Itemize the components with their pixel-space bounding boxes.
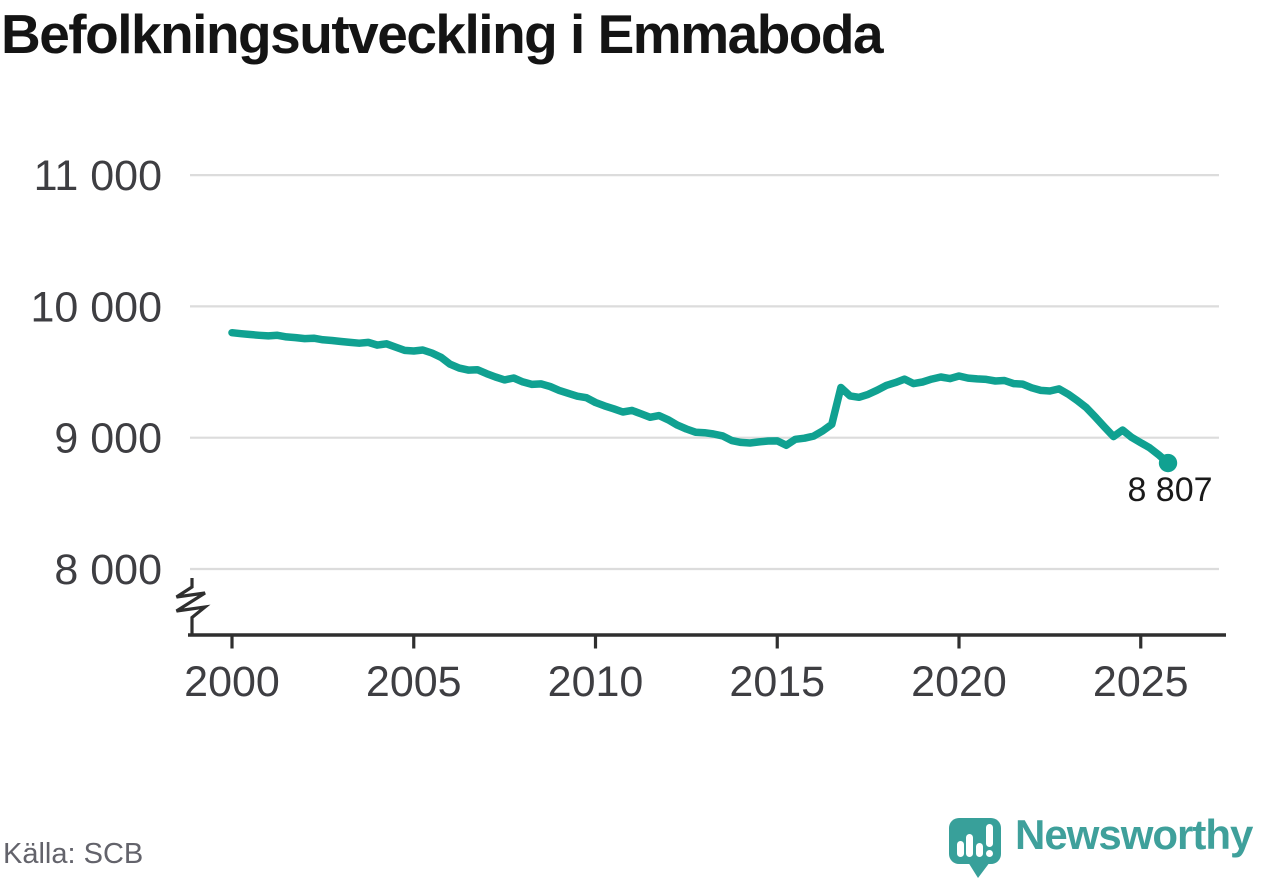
logo-exclamation-dot bbox=[986, 850, 993, 857]
chart-title: Befolkningsutveckling i Emmaboda bbox=[1, 3, 884, 65]
source-label: Källa: SCB bbox=[3, 838, 144, 870]
logo-bar-short bbox=[957, 841, 964, 857]
y-tick-label: 9 000 bbox=[54, 415, 162, 463]
y-tick-label: 10 000 bbox=[30, 283, 162, 331]
y-tick-label: 11 000 bbox=[34, 152, 162, 200]
latest-value-label: 8 807 bbox=[1127, 471, 1212, 509]
axis-break-icon bbox=[175, 578, 211, 634]
logo-bar-medium bbox=[976, 843, 983, 857]
logo-bar-tall bbox=[966, 834, 973, 857]
y-tick-label: 8 000 bbox=[54, 546, 162, 594]
x-tick-label: 2015 bbox=[729, 658, 825, 706]
latest-point-dot bbox=[1158, 453, 1178, 473]
x-tick-label: 2005 bbox=[366, 658, 462, 706]
x-tick-label: 2020 bbox=[911, 658, 1007, 706]
newsworthy-wordmark: Newsworthy bbox=[1015, 811, 1253, 858]
x-tick-label: 2000 bbox=[184, 658, 280, 706]
logo-exclamation-bar bbox=[986, 824, 993, 847]
newsworthy-logo-icon bbox=[949, 818, 1001, 878]
population-line bbox=[228, 328, 1172, 467]
x-tick-label: 2025 bbox=[1093, 658, 1189, 706]
x-tick-label: 2010 bbox=[548, 658, 644, 706]
